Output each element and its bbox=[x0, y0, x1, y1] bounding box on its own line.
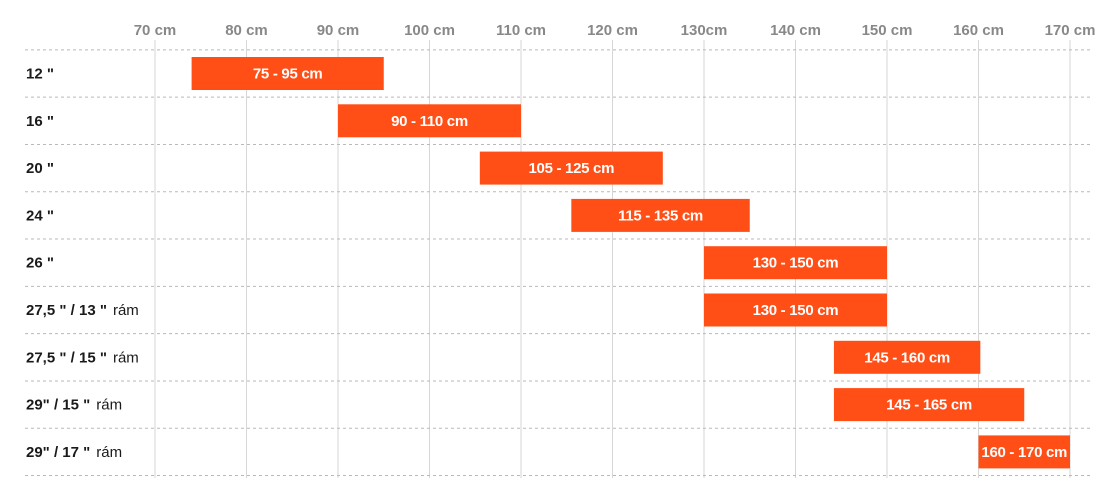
range-bar bbox=[571, 198, 750, 232]
row-label: 16 " bbox=[26, 113, 54, 130]
x-tick-label: 150 cm bbox=[862, 22, 913, 39]
range-bar bbox=[978, 435, 1070, 469]
x-tick-label: 90 cm bbox=[317, 22, 360, 39]
bar-value-label: 130 - 150 cm bbox=[753, 302, 839, 319]
x-tick-label: 120 cm bbox=[587, 22, 638, 39]
bar-value-label: 130 - 150 cm bbox=[753, 255, 839, 272]
row-label: 24 " bbox=[26, 207, 54, 224]
row-label: 27,5 " / 15 " bbox=[26, 349, 107, 366]
row-label: 20 " bbox=[26, 160, 54, 177]
bar-value-label: 105 - 125 cm bbox=[529, 160, 615, 177]
row-label: 27,5 " / 13 " bbox=[26, 302, 107, 319]
bar-value-label: 75 - 95 cm bbox=[253, 66, 323, 83]
x-tick-label: 70 cm bbox=[134, 22, 177, 39]
x-tick-label: 160 cm bbox=[953, 22, 1004, 39]
range-bar bbox=[479, 151, 663, 185]
row-label-suffix: rám bbox=[96, 397, 122, 414]
bar-value-label: 115 - 135 cm bbox=[618, 207, 703, 224]
row-label: 12 " bbox=[26, 66, 54, 83]
row-label: 26 " bbox=[26, 255, 54, 272]
range-bar bbox=[833, 340, 981, 374]
x-tick-label: 140 cm bbox=[770, 22, 821, 39]
bar-value-label: 145 - 160 cm bbox=[864, 349, 950, 366]
bar-value-label: 90 - 110 cm bbox=[391, 113, 468, 130]
row-label: 29" / 17 " bbox=[26, 444, 90, 461]
range-bar bbox=[338, 104, 521, 138]
range-bars: 75 - 95 cm 90 - 110 cm 105 - 125 cm 115 - 1… bbox=[191, 57, 1070, 469]
range-bar bbox=[191, 57, 384, 90]
row-label: 29" / 15 " bbox=[26, 397, 90, 414]
bar-value-label: 160 - 170 cm bbox=[981, 444, 1067, 461]
x-tick-label: 80 cm bbox=[225, 22, 268, 39]
x-tick-label: 130cm bbox=[681, 22, 728, 39]
range-bar bbox=[704, 293, 887, 327]
x-tick-label: 170 cm bbox=[1045, 22, 1096, 39]
row-labels: 12 " 16 " 20 " 24 " 26 " 27,5 " / 13 " rám 27,5… bbox=[26, 66, 139, 461]
bar-value-label: 145 - 165 cm bbox=[886, 397, 972, 414]
row-label-suffix: rám bbox=[96, 444, 122, 461]
row-label-suffix: rám bbox=[113, 349, 139, 366]
x-tick-label: 100 cm bbox=[404, 22, 455, 39]
x-axis-ticks: 70 cm 80 cm 90 cm 100 cm 110 cm 120 cm 130cm 14… bbox=[134, 22, 1096, 39]
row-label-suffix: rám bbox=[113, 302, 139, 319]
range-bar bbox=[704, 246, 887, 280]
range-bar bbox=[833, 388, 1025, 422]
x-tick-label: 110 cm bbox=[496, 22, 546, 39]
